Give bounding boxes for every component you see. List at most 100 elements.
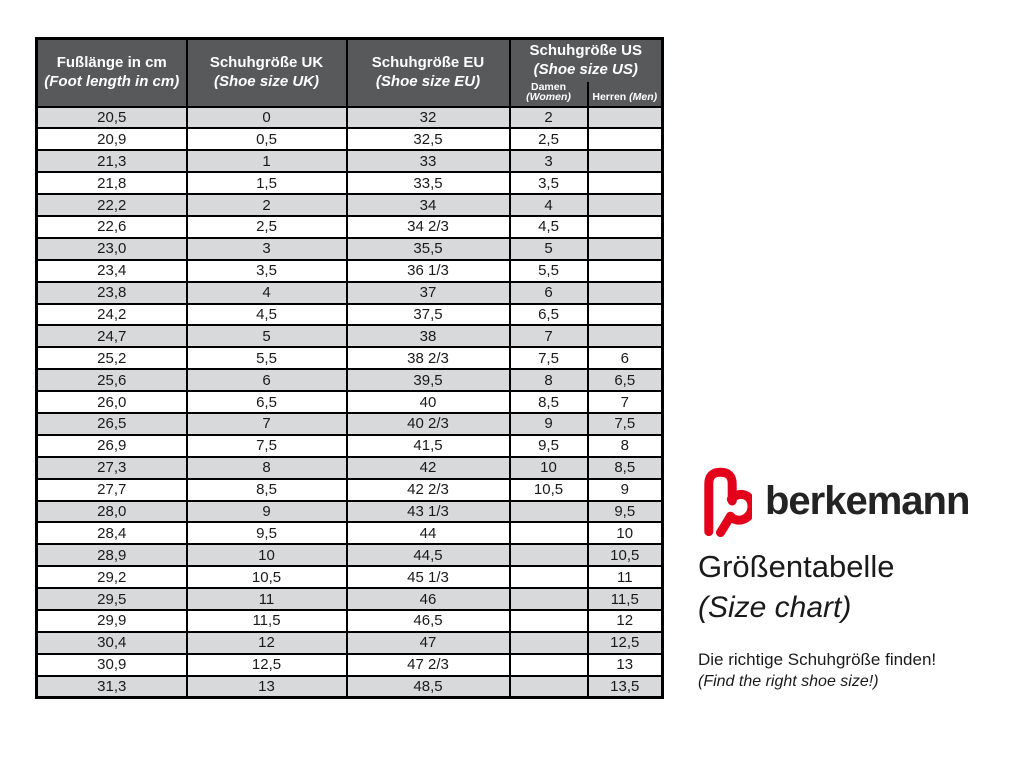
table-cell: 7 <box>185 411 348 436</box>
table-row: 20,9 0,5 32,5 2,5 <box>35 127 664 152</box>
table-row: 21,3 1 33 3 <box>35 149 664 174</box>
table-cell: 27,7 <box>35 477 188 502</box>
table-cell: 38 <box>345 324 511 349</box>
table-cell: 8 <box>586 433 664 458</box>
table-cell <box>508 587 589 611</box>
table-cell <box>586 280 664 305</box>
berkemann-logo-icon <box>704 467 752 537</box>
col-header-foot-length-en: (Foot length in cm) <box>44 72 180 90</box>
table-row: 30,9 12,5 47 2/3 13 <box>35 652 664 677</box>
table-row: 29,9 11,5 46,5 12 <box>35 608 664 633</box>
table-cell: 46,5 <box>345 608 511 633</box>
table-cell: 26,9 <box>35 433 188 458</box>
table-row: 23,4 3,5 36 1/3 5,5 <box>35 258 664 283</box>
table-cell: 11 <box>185 587 348 611</box>
table-cell: 25,2 <box>35 346 188 371</box>
table-cell: 27,3 <box>35 455 188 480</box>
table-cell: 20,5 <box>35 105 188 130</box>
table-cell <box>586 302 664 327</box>
table-cell: 9,5 <box>185 521 348 546</box>
table-cell: 9 <box>508 411 589 436</box>
table-cell <box>586 171 664 196</box>
table-row: 28,9 10 44,5 10,5 <box>35 543 664 568</box>
table-cell: 44 <box>345 521 511 546</box>
table-row: 22,6 2,5 34 2/3 4,5 <box>35 214 664 239</box>
table-cell: 34 <box>345 193 511 217</box>
table-cell: 22,6 <box>35 214 188 239</box>
table-cell: 29,5 <box>35 587 188 611</box>
table-cell: 34 2/3 <box>345 214 511 239</box>
table-cell: 44,5 <box>345 543 511 568</box>
table-row: 27,7 8,5 42 2/3 10,5 9 <box>35 477 664 502</box>
table-row: 21,8 1,5 33,5 3,5 <box>35 171 664 196</box>
table-cell <box>508 521 589 546</box>
table-cell: 10 <box>508 455 589 480</box>
page-title: Größentabelle <box>698 549 895 584</box>
table-cell <box>508 674 589 699</box>
table-cell: 10 <box>185 543 348 568</box>
table-cell: 8,5 <box>185 477 348 502</box>
table-cell: 7,5 <box>586 411 664 436</box>
table-row: 29,5 11 46 11,5 <box>35 587 664 611</box>
table-cell: 6 <box>185 368 348 393</box>
table-cell: 13 <box>586 652 664 677</box>
table-cell: 26,0 <box>35 390 188 414</box>
table-row: 23,0 3 35,5 5 <box>35 236 664 261</box>
table-cell: 8,5 <box>586 455 664 480</box>
table-cell: 38 2/3 <box>345 346 511 371</box>
col-header-foot-length: Fußlänge in cm (Foot length in cm) <box>35 37 188 108</box>
table-cell: 32 <box>345 105 511 130</box>
table-cell: 0 <box>185 105 348 130</box>
table-cell: 32,5 <box>345 127 511 152</box>
subcol-header-women: Damen (Women) <box>508 81 589 108</box>
table-cell: 43 1/3 <box>345 499 511 524</box>
table-cell: 12 <box>185 630 348 655</box>
table-cell: 3,5 <box>508 171 589 196</box>
table-cell: 9 <box>586 477 664 502</box>
table-cell: 6 <box>586 346 664 371</box>
table-body: 20,5 0 32 2 20,9 0,5 32,5 2,5 21,3 1 33 3 21,8 1,5 33,… <box>35 105 664 699</box>
table-cell: 23,0 <box>35 236 188 261</box>
table-row: 31,3 13 48,5 13,5 <box>35 674 664 699</box>
table-cell: 7 <box>586 390 664 414</box>
table-row: 24,7 5 38 7 <box>35 324 664 349</box>
table-cell: 10,5 <box>586 543 664 568</box>
table-row: 30,4 12 47 12,5 <box>35 630 664 655</box>
table-cell <box>508 565 589 590</box>
size-table: Fußlänge in cm (Foot length in cm) Schuh… <box>35 37 665 700</box>
table-cell: 6 <box>508 280 589 305</box>
table-cell: 4 <box>508 193 589 217</box>
table-cell <box>586 105 664 130</box>
table-cell <box>586 193 664 217</box>
table-cell: 0,5 <box>185 127 348 152</box>
col-header-eu-en: (Shoe size EU) <box>375 72 481 90</box>
table-cell <box>508 499 589 524</box>
table-cell: 8 <box>185 455 348 480</box>
table-row: 25,6 6 39,5 8 6,5 <box>35 368 664 393</box>
table-row: 28,0 9 43 1/3 9,5 <box>35 499 664 524</box>
table-cell: 12,5 <box>185 652 348 677</box>
table-row: 26,0 6,5 40 8,5 7 <box>35 390 664 414</box>
table-cell: 21,3 <box>35 149 188 174</box>
table-cell: 29,9 <box>35 608 188 633</box>
table-cell <box>586 149 664 174</box>
table-cell: 10,5 <box>508 477 589 502</box>
table-cell: 26,5 <box>35 411 188 436</box>
table-cell: 3 <box>508 149 589 174</box>
page-title-en: (Size chart) <box>698 591 852 625</box>
col-header-us: Schuhgröße US (Shoe size US) <box>508 37 664 82</box>
table-cell <box>586 236 664 261</box>
table-row: 26,9 7,5 41,5 9,5 8 <box>35 433 664 458</box>
table-cell: 25,6 <box>35 368 188 393</box>
table-cell: 28,0 <box>35 499 188 524</box>
table-cell: 35,5 <box>345 236 511 261</box>
table-row: 20,5 0 32 2 <box>35 105 664 130</box>
table-row: 28,4 9,5 44 10 <box>35 521 664 546</box>
table-cell: 2,5 <box>508 127 589 152</box>
table-cell: 24,2 <box>35 302 188 327</box>
brand-logo-row: berkemann <box>698 462 1008 540</box>
table-cell: 6,5 <box>508 302 589 327</box>
table-cell: 29,2 <box>35 565 188 590</box>
table-cell: 3,5 <box>185 258 348 283</box>
table-cell <box>586 258 664 283</box>
